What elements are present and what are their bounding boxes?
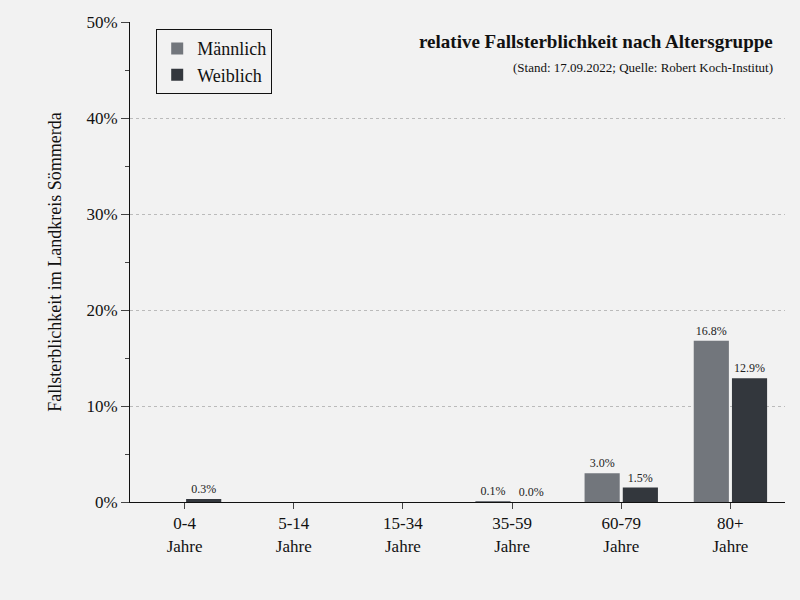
svg-text:0%: 0% [95,493,118,512]
svg-text:0.1%: 0.1% [480,484,505,498]
svg-text:Männlich: Männlich [197,39,266,59]
svg-text:80+Jahre: 80+Jahre [712,514,748,555]
svg-text:5-14Jahre: 5-14Jahre [276,514,312,555]
svg-text:30%: 30% [86,205,117,224]
svg-text:(Stand: 17.09.2022; Quelle: Ro: (Stand: 17.09.2022; Quelle: Robert Koch-… [513,60,773,75]
svg-text:50%: 50% [86,13,117,32]
svg-text:20%: 20% [86,301,117,320]
svg-text:40%: 40% [86,109,117,128]
svg-text:35-59Jahre: 35-59Jahre [492,514,532,555]
svg-text:1.5%: 1.5% [628,471,653,485]
svg-text:12.9%: 12.9% [734,361,765,375]
svg-text:0.0%: 0.0% [519,485,544,499]
svg-text:Weiblich: Weiblich [197,66,262,86]
svg-text:10%: 10% [86,397,117,416]
svg-text:16.8%: 16.8% [696,324,727,338]
svg-text:0.3%: 0.3% [191,482,216,496]
svg-text:60-79Jahre: 60-79Jahre [601,514,641,555]
svg-text:relative Fallsterblichkeit nac: relative Fallsterblichkeit nach Altersgr… [419,31,773,52]
svg-text:3.0%: 3.0% [590,456,615,470]
svg-text:Fallsterblichkeit im Landkreis: Fallsterblichkeit im Landkreis Sömmerda [45,112,65,411]
svg-text:0-4Jahre: 0-4Jahre [167,514,203,555]
svg-text:15-34Jahre: 15-34Jahre [383,514,423,555]
